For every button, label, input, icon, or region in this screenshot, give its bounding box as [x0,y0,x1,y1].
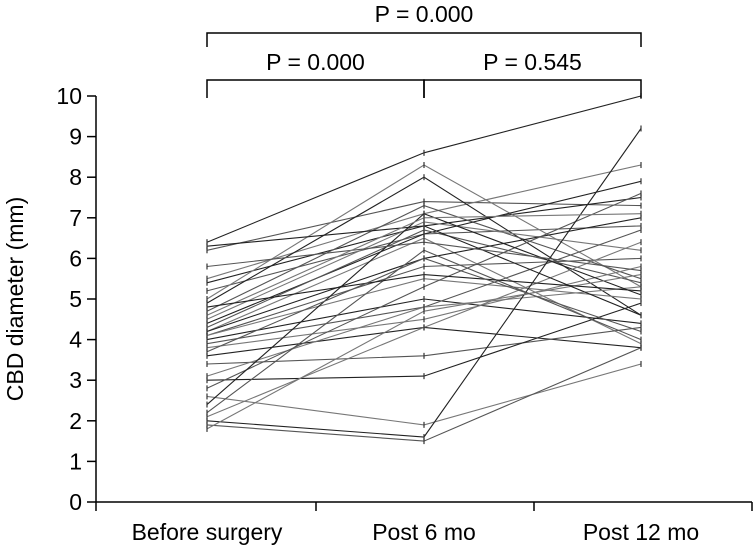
y-axis-title: CBD diameter (mm) [2,197,28,401]
series-layer [206,93,642,445]
y-tick-label: 3 [69,367,82,393]
y-tick-label: 9 [69,124,82,150]
comparison-bracket [423,79,642,98]
p-value-label: P = 0.545 [483,49,582,75]
y-tick-label: 2 [69,408,82,434]
series-line [206,176,642,316]
x-category-label: Post 6 mo [372,519,476,545]
y-tick-label: 8 [69,164,82,190]
y-tick-label: 6 [69,245,82,271]
series-line [206,363,642,426]
y-tick-label: 1 [69,448,82,474]
y-ticks: 0 1 2 3 4 5 6 7 8 9 10 [56,83,96,515]
y-tick-label: 10 [56,83,82,109]
x-category-label: Post 12 mo [583,519,699,545]
x-ticks: Before surgery Post 6 mo Post 12 mo [95,502,753,545]
y-tick-label: 7 [69,205,82,231]
y-tick-label: 0 [69,489,82,515]
y-tick-label: 5 [69,286,82,312]
comparison-brackets: P = 0.000 P = 0.000 P = 0.545 [206,1,642,98]
series-line [206,326,642,357]
p-value-label: P = 0.000 [375,1,474,27]
comparison-bracket [206,32,642,47]
p-value-label: P = 0.000 [266,49,365,75]
x-category-label: Before surgery [132,519,283,545]
comparison-bracket [206,79,425,98]
y-tick-label: 4 [69,327,82,353]
